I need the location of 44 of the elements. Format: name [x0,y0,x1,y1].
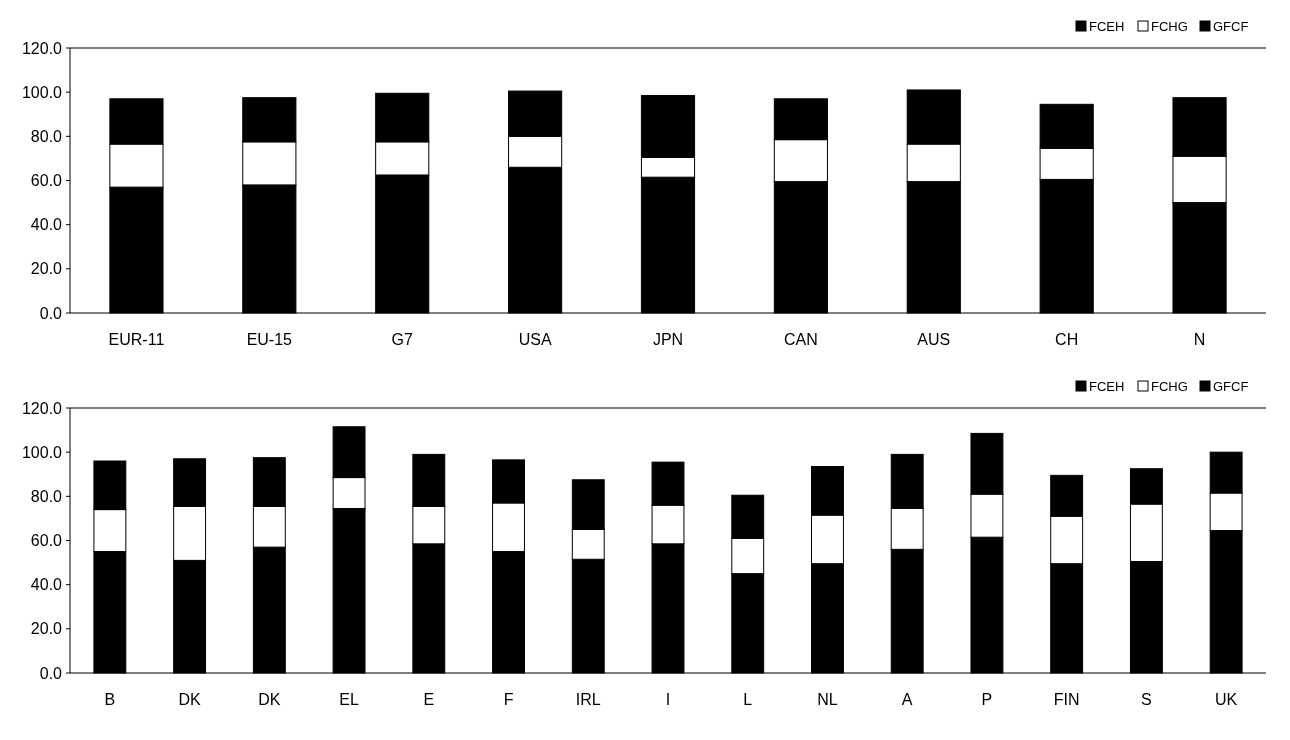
x-tick-label: EUR-11 [108,331,165,348]
x-tick-label: A [901,691,913,708]
legend-label: FCHG [1151,18,1188,34]
x-tick-label: L [743,691,753,708]
x-tick-label: E [423,691,435,708]
x-tick-label: FIN [1053,691,1080,708]
y-tick-label: 0.0 [39,304,63,322]
legend-label: FCEH [1089,378,1125,394]
y-tick-label: 0.0 [39,664,63,682]
y-tick-label: 20.0 [30,620,63,638]
y-tick-label: 60.0 [30,532,63,550]
y-tick-label: 100.0 [21,443,63,461]
x-tick-label: AUS [917,331,951,348]
x-tick-label: IRL [575,691,601,708]
y-tick-label: 40.0 [30,576,63,594]
y-tick-label: 100.0 [21,83,63,101]
x-tick-label: USA [518,331,552,348]
legend-label: GFCF [1213,378,1249,394]
x-tick-label: CH [1055,331,1079,348]
x-tick-label: N [1193,331,1206,348]
y-tick-label: 60.0 [30,172,63,190]
y-tick-label: 80.0 [30,487,63,505]
x-tick-label: CAN [784,331,818,348]
x-tick-label: P [981,691,993,708]
x-tick-label: NL [817,691,838,708]
x-tick-label: JPN [652,331,684,348]
legend-label: FCEH [1089,18,1125,34]
legend-label: GFCF [1213,18,1249,34]
x-tick-label: S [1141,691,1152,708]
x-tick-label: EL [339,691,359,708]
y-tick-label: 120.0 [21,399,63,417]
x-tick-label: EU-15 [246,331,293,348]
y-tick-label: 40.0 [30,216,63,234]
x-tick-label: F [503,691,514,708]
x-tick-label: G7 [391,331,413,348]
x-tick-label: DK [178,691,202,708]
legend-label: FCHG [1151,378,1188,394]
y-tick-label: 80.0 [30,127,63,145]
x-tick-label: DK [258,691,281,708]
y-tick-label: 20.0 [30,260,63,278]
x-tick-label: B [104,691,116,708]
y-tick-label: 120.0 [21,39,63,57]
x-tick-label: I [665,691,671,708]
x-tick-label: UK [1215,691,1238,708]
